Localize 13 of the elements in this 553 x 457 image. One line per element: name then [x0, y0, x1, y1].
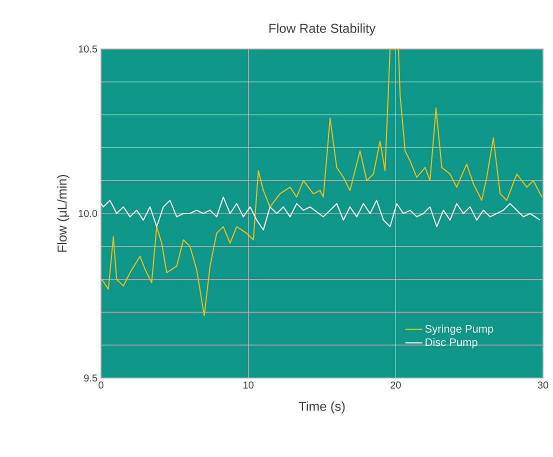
y-tick-label: 10.5: [78, 45, 98, 53]
x-tick-label: 0: [98, 382, 104, 389]
x-tick-label: 30: [538, 382, 548, 389]
line-series: [101, 48, 542, 316]
chart-title: Flow Rate Stability: [269, 23, 376, 36]
x-tick-label: 10: [244, 382, 254, 389]
y-tick-label: 10.0: [78, 210, 98, 218]
y-axis-title: Flow (μL/min): [57, 174, 70, 252]
y-tick-label: 9.5: [84, 374, 98, 382]
x-tick-label: 20: [390, 382, 401, 389]
line-series: [101, 196, 541, 230]
x-axis-title: Time (s): [298, 401, 345, 414]
legend-label: Syringe Pump: [425, 324, 494, 335]
